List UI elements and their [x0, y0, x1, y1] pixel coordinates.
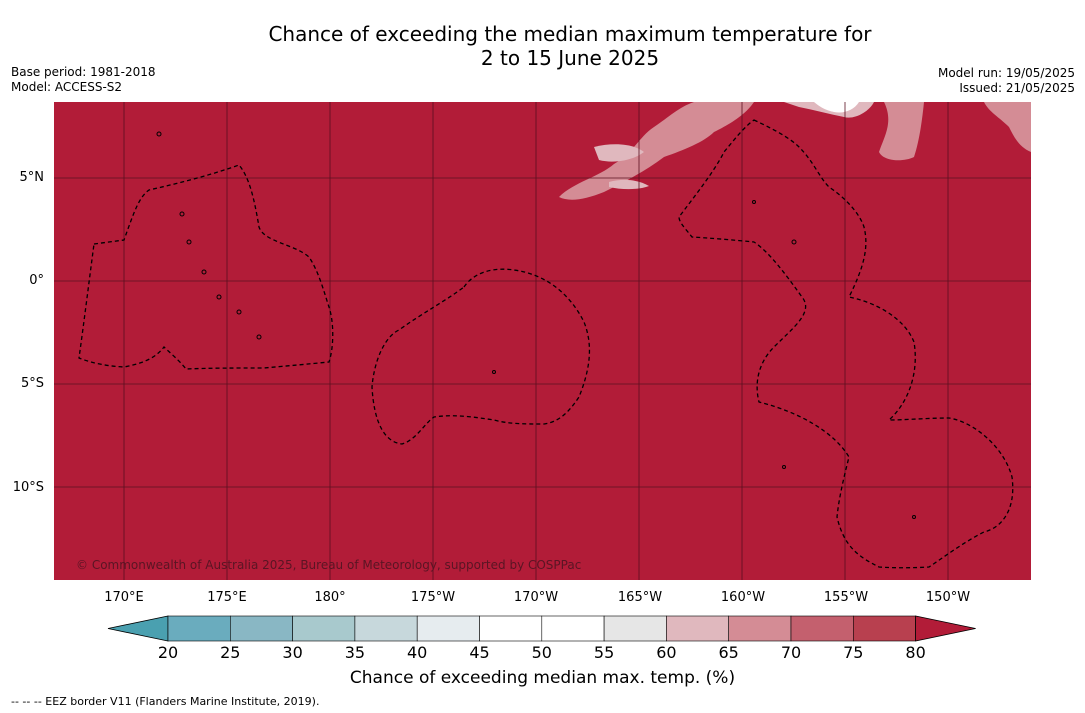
patch-north-7: [984, 102, 1031, 152]
colorbar-tick-label: 35: [344, 643, 366, 662]
colorbar-extension-high: [915, 615, 976, 642]
copyright-text: © Commonwealth of Australia 2025, Bureau…: [76, 558, 582, 572]
eez-footer-note: -- -- -- EEZ border V11 (Flanders Marine…: [11, 695, 320, 708]
longitude-label: 170°E: [104, 590, 144, 605]
longitude-label: 160°W: [720, 590, 766, 605]
colorbar-segment: [479, 615, 543, 642]
eez-borders: [78, 119, 1014, 569]
colorbar-segment: [666, 615, 730, 642]
base-period-text: Base period: 1981-2018: [11, 65, 156, 79]
colorbar-tick-label: 25: [220, 643, 241, 662]
longitude-label: 165°W: [617, 590, 663, 605]
patch-north-5: [814, 102, 859, 113]
colorbar-segment: [167, 615, 231, 642]
patch-north-6: [879, 102, 924, 161]
colorbar-tick-label: 40: [407, 643, 428, 662]
colorbar-tick-label: 20: [157, 643, 179, 662]
colorbar-segment: [790, 615, 854, 642]
island: [236, 309, 242, 315]
colorbar-segment: [416, 615, 480, 642]
forecast-map: [54, 102, 1031, 580]
latitude-label: 0°: [29, 273, 44, 288]
colorbar-tick-label: 75: [843, 643, 864, 662]
colorbar-tick-label: 70: [780, 643, 802, 662]
model-run-text: Model run: 19/05/2025: [937, 66, 1075, 80]
island: [791, 239, 797, 245]
chart-title-line1: Chance of exceeding the median maximum t…: [268, 22, 872, 46]
chart-title-line2: 2 to 15 June 2025: [480, 46, 660, 70]
colorbar-segment: [852, 615, 916, 642]
longitude-label: 155°W: [823, 590, 869, 605]
colorbar-tick-label: 55: [593, 643, 615, 662]
colorbar-segment: [728, 615, 792, 642]
model-text: Model: ACCESS-S2: [11, 80, 123, 94]
island: [782, 465, 786, 469]
patch-north-1: [559, 102, 754, 200]
colorbar-tick-label: 80: [905, 643, 926, 662]
colorbar-segment: [230, 615, 293, 642]
eez-border-west: [78, 164, 334, 370]
colorbar-tick-label: 50: [531, 643, 552, 662]
colorbar-tick-label: 45: [469, 643, 490, 662]
island: [156, 131, 162, 137]
longitude-label: 170°W: [513, 590, 559, 605]
island: [752, 200, 756, 204]
longitude-label: 175°E: [207, 590, 247, 605]
eez-border-east: [678, 119, 1014, 569]
patch-north-2: [594, 144, 644, 162]
colorbar-extension-low: [107, 615, 169, 642]
meta-left: Base period: 1981-2018 Model: ACCESS-S2: [11, 65, 156, 95]
island: [216, 294, 222, 300]
probability-patches: [559, 102, 1031, 200]
eez-border-center: [371, 268, 591, 445]
island: [186, 239, 192, 245]
longitude-label: 150°W: [925, 590, 971, 605]
colorbar-tick-label: 60: [656, 643, 677, 662]
meta-right: Model run: 19/05/2025 Issued: 21/05/2025: [938, 66, 1075, 96]
island: [256, 334, 262, 340]
colorbar-label: Chance of exceeding median max. temp. (%…: [349, 668, 736, 688]
latitude-label: 5°S: [20, 376, 44, 391]
colorbar-segment: [603, 615, 667, 642]
colorbar-tick-label: 30: [282, 643, 303, 662]
island: [912, 515, 916, 519]
longitude-label: 175°W: [410, 590, 456, 605]
colorbar-segment: [541, 615, 605, 642]
island: [492, 370, 496, 374]
longitude-label: 180°: [314, 590, 346, 605]
colorbar-segment: [354, 615, 418, 642]
map-grid: [54, 102, 1031, 580]
islands: [156, 131, 916, 519]
colorbar: [107, 615, 976, 642]
map-background: [54, 102, 1031, 580]
issued-text: Issued: 21/05/2025: [959, 81, 1075, 95]
colorbar-segment: [292, 615, 356, 642]
colorbar-tick-label: 65: [718, 643, 739, 662]
latitude-label: 10°S: [12, 480, 44, 495]
island: [201, 269, 207, 275]
island: [179, 211, 185, 217]
latitude-label: 5°N: [19, 170, 45, 185]
